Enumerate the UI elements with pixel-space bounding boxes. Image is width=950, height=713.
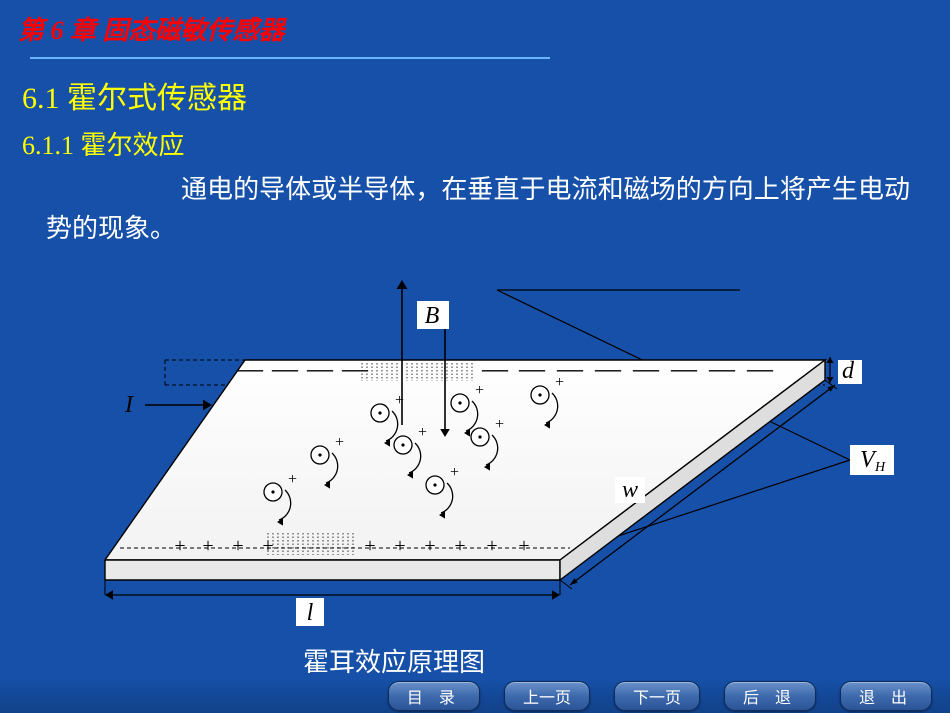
svg-text:+: +	[518, 535, 529, 557]
svg-text:+: +	[450, 464, 459, 481]
svg-text:+: +	[486, 535, 497, 557]
svg-text:—: —	[306, 354, 334, 383]
svg-text:w: w	[622, 477, 638, 503]
hall-effect-diagram: ————————————++++++++++BI++++++++lwdVH	[50, 275, 900, 645]
svg-text:+: +	[174, 535, 185, 557]
next-button[interactable]: 下一页	[614, 681, 700, 711]
svg-text:—: —	[481, 354, 509, 383]
back-button[interactable]: 后 退	[724, 681, 816, 711]
svg-text:H: H	[874, 460, 886, 475]
prev-button[interactable]: 上一页	[504, 681, 590, 711]
exit-button[interactable]: 退 出	[840, 681, 932, 711]
svg-text:+: +	[424, 535, 435, 557]
svg-text:+: +	[454, 535, 465, 557]
svg-text:+: +	[495, 416, 504, 433]
svg-text:—: —	[746, 354, 774, 383]
svg-text:+: +	[262, 535, 273, 557]
svg-text:—: —	[632, 354, 660, 383]
svg-text:—: —	[271, 354, 299, 383]
svg-text:+: +	[202, 535, 213, 557]
svg-text:—: —	[518, 354, 546, 383]
svg-text:I: I	[124, 392, 134, 418]
svg-text:l: l	[307, 600, 314, 626]
svg-text:+: +	[335, 434, 344, 451]
svg-text:+: +	[555, 374, 564, 391]
diagram-caption: 霍耳效应原理图	[303, 642, 485, 679]
svg-text:+: +	[288, 471, 297, 488]
svg-text:+: +	[394, 535, 405, 557]
svg-text:d: d	[842, 358, 855, 384]
subsection-title: 6.1.1 霍尔效应	[0, 125, 950, 170]
body-text: 通电的导体或半导体，在垂直于电流和磁场的方向上将产生电动势的现象。	[0, 170, 950, 248]
nav-bar: 目 录 上一页 下一页 后 退 退 出	[0, 679, 950, 713]
svg-text:—: —	[594, 354, 622, 383]
section-title: 6.1 霍尔式传感器	[0, 59, 950, 125]
svg-text:B: B	[425, 303, 440, 329]
chapter-title: 第 6 章 固态磁敏传感器	[0, 0, 950, 53]
svg-text:—: —	[670, 354, 698, 383]
svg-text:—: —	[708, 354, 736, 383]
svg-text:—: —	[341, 354, 369, 383]
svg-text:+: +	[475, 382, 484, 399]
svg-text:+: +	[232, 535, 243, 557]
toc-button[interactable]: 目 录	[388, 681, 480, 711]
svg-text:+: +	[364, 535, 375, 557]
svg-text:+: +	[395, 392, 404, 409]
svg-text:+: +	[418, 424, 427, 441]
svg-text:—: —	[236, 354, 264, 383]
